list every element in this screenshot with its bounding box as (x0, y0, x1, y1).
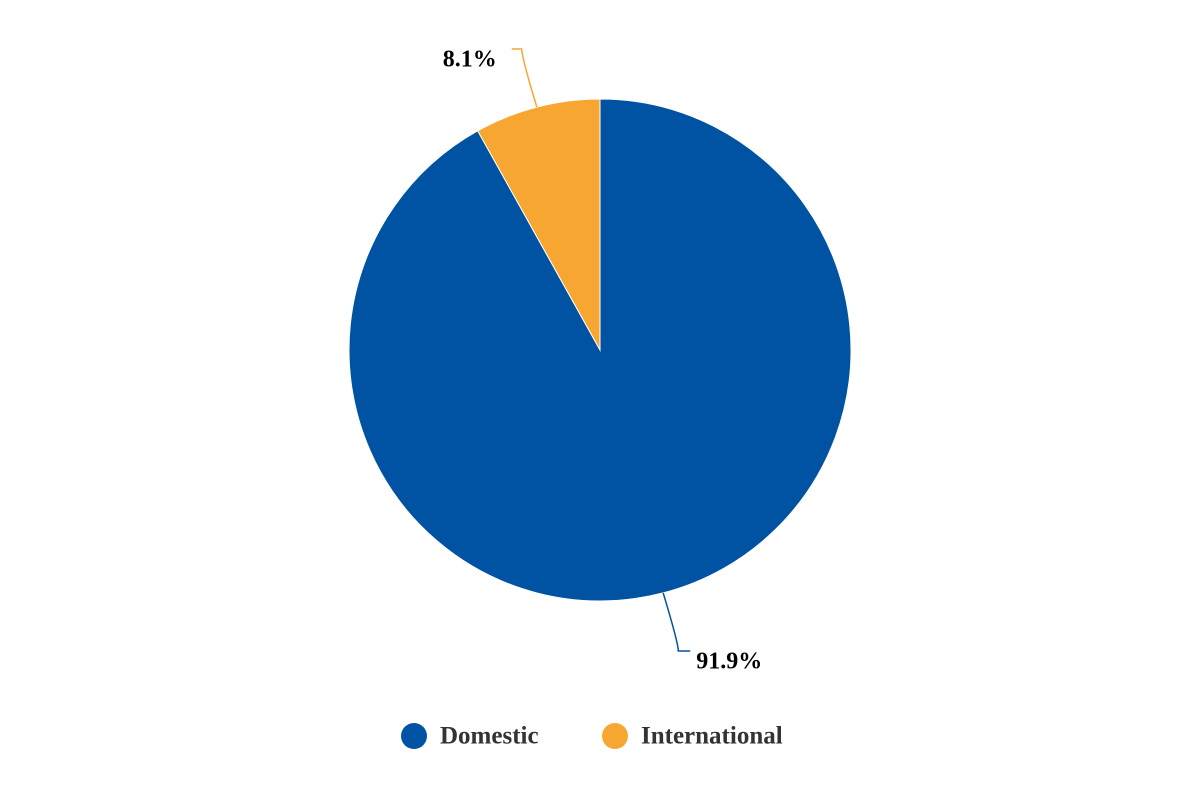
legend-item[interactable]: International (602, 723, 783, 750)
legend-label: International (641, 723, 783, 750)
data-label: 8.1% (443, 47, 497, 73)
leader-line (662, 592, 691, 652)
legend-item[interactable]: Domestic (401, 723, 539, 750)
legend-label: Domestic (440, 723, 539, 750)
leader-line (511, 48, 538, 108)
legend-marker (602, 723, 628, 749)
legend-marker (401, 723, 427, 749)
data-label: 91.9% (696, 648, 762, 674)
